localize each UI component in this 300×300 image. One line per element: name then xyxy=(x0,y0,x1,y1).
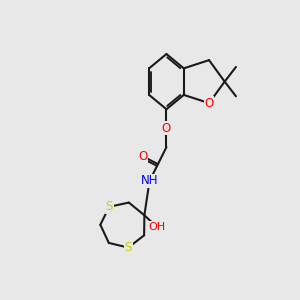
Text: O: O xyxy=(162,122,171,135)
Text: O: O xyxy=(204,97,214,110)
Text: OH: OH xyxy=(148,222,165,232)
Text: O: O xyxy=(139,150,148,163)
Text: S: S xyxy=(106,200,113,213)
Text: S: S xyxy=(124,241,132,254)
Text: NH: NH xyxy=(141,175,158,188)
